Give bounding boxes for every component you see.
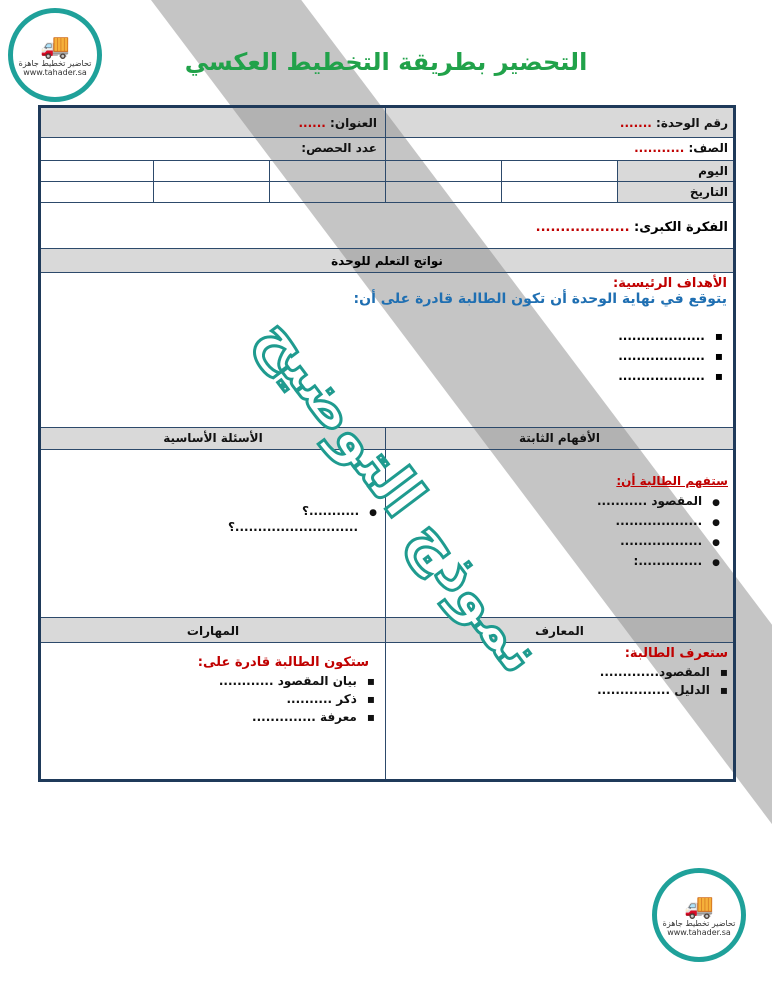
date-label: التاريخ: [617, 182, 733, 202]
knowledge-header-row: المعارف المهارات: [41, 618, 733, 643]
knowledge-heading: ستعرف الطالبة:: [624, 646, 728, 661]
question-item[interactable]: ...........؟: [46, 504, 377, 518]
unit-number-label: رقم الوحدة:: [656, 116, 728, 130]
grade-row: الصف: ........... عدد الحصص:: [41, 138, 733, 161]
goal-item[interactable]: ...................: [47, 329, 723, 343]
title-cell: العنوان: ......: [41, 108, 385, 137]
logo-tagline: تحاضير تخطيط جاهزة: [662, 919, 736, 928]
knowledge-item[interactable]: الدليل ................: [391, 683, 728, 697]
date-cell[interactable]: [501, 182, 617, 202]
grade-value[interactable]: ...........: [634, 141, 685, 155]
day-cell[interactable]: [385, 161, 501, 181]
knowledge-cell: ستعرف الطالبة: المقصود............. الدل…: [385, 643, 733, 779]
understandings-header-row: الأفهام الثابتة الأسئلة الأساسية: [41, 428, 733, 450]
big-idea-label: الفكرة الكبرى:: [634, 220, 728, 235]
title-label: العنوان:: [330, 116, 377, 130]
date-cell[interactable]: [153, 182, 269, 202]
day-cell[interactable]: [41, 161, 153, 181]
understandings-heading: ستفهم الطالبة أن:: [616, 474, 728, 488]
understanding-item[interactable]: ...................: [391, 514, 720, 528]
skills-header: المهارات: [186, 624, 240, 638]
main-goals-heading: الأهداف الرئيسية:: [613, 276, 727, 291]
big-idea: الفكرة الكبرى: ...................: [536, 220, 728, 235]
lesson-plan-table: رقم الوحدة: ....... العنوان: ...... الصف…: [38, 105, 736, 782]
skill-item[interactable]: ذكر ..........: [46, 692, 375, 706]
question-item[interactable]: ...........................؟: [227, 520, 358, 534]
day-cell[interactable]: [501, 161, 617, 181]
main-goals-section: الأهداف الرئيسية: يتوقع في نهاية الوحدة …: [41, 273, 733, 428]
understanding-item[interactable]: ..............:: [391, 554, 720, 568]
date-cell[interactable]: [41, 182, 153, 202]
understanding-item[interactable]: ..................: [391, 534, 720, 548]
outcomes-header: نواتج التعلم للوحدة: [41, 249, 733, 273]
goal-item[interactable]: ...................: [47, 369, 723, 383]
date-cell[interactable]: [385, 182, 501, 202]
day-cell[interactable]: [153, 161, 269, 181]
understandings-header: الأفهام الثابتة: [385, 428, 733, 449]
knowledge-header: المعارف: [385, 618, 733, 642]
periods-label: عدد الحصص:: [301, 141, 377, 155]
understanding-item[interactable]: المقصود ...........: [391, 494, 720, 508]
unit-row: رقم الوحدة: ....... العنوان: ......: [41, 108, 733, 138]
day-row: اليوم: [41, 161, 733, 182]
skills-cell: ستكون الطالبة قادرة على: بيان المقصود ..…: [41, 643, 385, 779]
knowledge-row: ستعرف الطالبة: المقصود............. الدل…: [41, 643, 733, 779]
grade-label: الصف:: [688, 141, 728, 155]
big-idea-row: الفكرة الكبرى: ...................: [41, 203, 733, 249]
skill-item[interactable]: معرفة ..............: [46, 710, 375, 724]
understandings-row: ستفهم الطالبة أن: المقصود ........... ..…: [41, 450, 733, 618]
grade-cell: الصف: ...........: [385, 138, 733, 160]
unit-number-value[interactable]: .......: [619, 116, 652, 130]
day-cell[interactable]: [269, 161, 385, 181]
date-row: التاريخ: [41, 182, 733, 203]
periods-cell: عدد الحصص:: [41, 138, 385, 160]
truck-icon: 🚚: [684, 892, 714, 920]
title-value[interactable]: ......: [298, 116, 326, 130]
date-cell[interactable]: [269, 182, 385, 202]
essential-questions-cell: ...........؟ ...........................…: [41, 450, 385, 617]
main-goals-intro: يتوقع في نهاية الوحدة أن تكون الطالبة قا…: [353, 291, 727, 307]
knowledge-item[interactable]: المقصود.............: [391, 665, 728, 679]
logo-url: www.tahader.sa: [667, 928, 731, 937]
goal-item[interactable]: ...................: [47, 349, 723, 363]
big-idea-value[interactable]: ...................: [535, 220, 630, 235]
page-title: التحضير بطريقة التخطيط العكسي: [184, 48, 588, 76]
understandings-cell: ستفهم الطالبة أن: المقصود ........... ..…: [385, 450, 733, 617]
logo-bottom: 🚚 تحاضير تخطيط جاهزة www.tahader.sa: [652, 868, 746, 962]
day-label: اليوم: [617, 161, 733, 181]
unit-number-cell: رقم الوحدة: .......: [385, 108, 733, 137]
skill-item[interactable]: بيان المقصود ............: [46, 674, 375, 688]
essential-questions-header: الأسئلة الأساسية: [163, 431, 263, 445]
skills-heading: ستكون الطالبة قادرة على:: [197, 655, 369, 670]
